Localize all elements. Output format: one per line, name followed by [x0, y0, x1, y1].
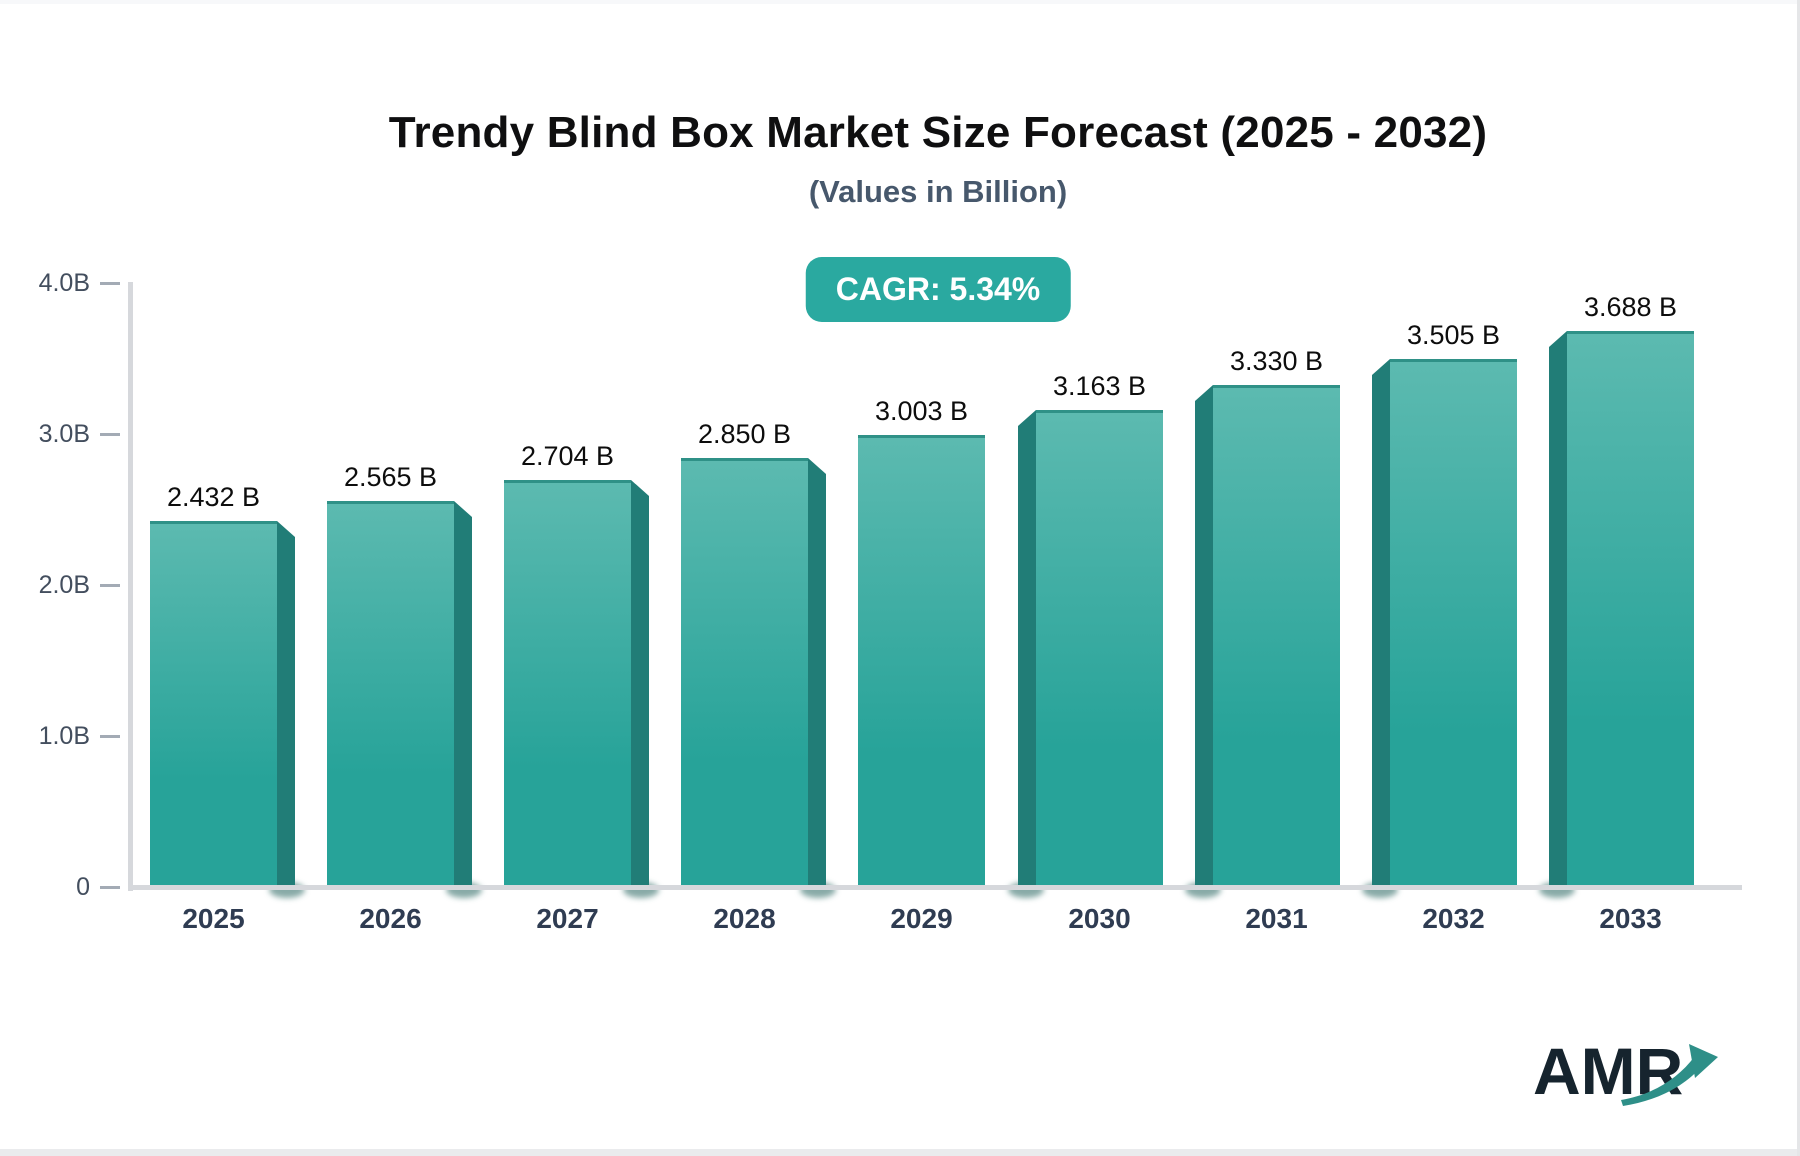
y-axis-tick-dash [100, 282, 120, 285]
x-axis-label-2025: 2025 [182, 903, 245, 934]
y-axis-tick-dash [100, 735, 120, 738]
y-axis-tick-label: 4.0B [38, 269, 90, 297]
bar-2026-value-label: 2.565 B [343, 462, 438, 492]
y-axis-tick-dash [100, 433, 120, 436]
bar-2030-value-label: 3.163 B [1052, 371, 1147, 401]
x-axis-label-2031: 2031 [1245, 903, 1308, 934]
y-axis-tick-label: 1.0B [38, 722, 90, 750]
chart-title: Trendy Blind Box Market Size Forecast (2… [388, 108, 1488, 157]
bar-2029 [858, 435, 985, 888]
bar-2033 [1567, 331, 1694, 888]
frame-bottom-edge [0, 1149, 1800, 1156]
bar-2031-value-label: 3.330 B [1229, 346, 1324, 376]
y-axis-tick-dash [100, 886, 120, 889]
frame-top-edge [0, 0, 1800, 4]
y-axis-tick-dash [100, 584, 120, 587]
x-axis-label-2029: 2029 [890, 903, 953, 934]
cagr-badge: CAGR: 5.34% [805, 257, 1071, 322]
bar-2028-value-label: 2.850 B [697, 419, 792, 449]
x-axis-label-2027: 2027 [536, 903, 599, 934]
bar-2027 [504, 480, 631, 888]
bar-2029-value-label: 3.003 B [874, 396, 969, 426]
bar-2032 [1390, 359, 1517, 888]
x-axis-label-2026: 2026 [359, 903, 422, 934]
x-axis-label-2030: 2030 [1068, 903, 1131, 934]
amr-logo: AMR [1533, 1038, 1723, 1108]
y-axis-tick-label: 0 [76, 873, 90, 901]
y-axis-line [128, 282, 133, 891]
growth-arrow-icon [1621, 1044, 1718, 1106]
bar-2028-side [808, 458, 826, 888]
bar-2025-side [277, 521, 295, 888]
bar-2026 [327, 501, 454, 888]
bar-2032-value-label: 3.505 B [1406, 320, 1501, 350]
y-axis-tick-label: 3.0B [38, 420, 90, 448]
bar-2033-side [1549, 331, 1567, 888]
bar-2031 [1213, 385, 1340, 888]
bar-2033-value-label: 3.688 B [1583, 292, 1678, 322]
frame-right-edge [1797, 0, 1800, 1156]
bar-2030-side [1018, 410, 1036, 888]
bar-2026-side [454, 501, 472, 888]
bar-2028 [681, 458, 808, 888]
bar-2032-side [1372, 359, 1390, 888]
bar-2031-side [1195, 385, 1213, 888]
y-axis-tick-label: 2.0B [38, 571, 90, 599]
bar-2025 [150, 521, 277, 888]
bar-2025-value-label: 2.432 B [166, 482, 261, 512]
bar-2030 [1036, 410, 1163, 888]
bar-2027-side [631, 480, 649, 888]
bar-2027-value-label: 2.704 B [520, 441, 615, 471]
x-axis-label-2033: 2033 [1599, 903, 1662, 934]
chart-subtitle: (Values in Billion) [808, 174, 1068, 209]
x-axis-label-2032: 2032 [1422, 903, 1485, 934]
x-axis-label-2028: 2028 [713, 903, 776, 934]
x-axis-baseline [128, 885, 1742, 890]
